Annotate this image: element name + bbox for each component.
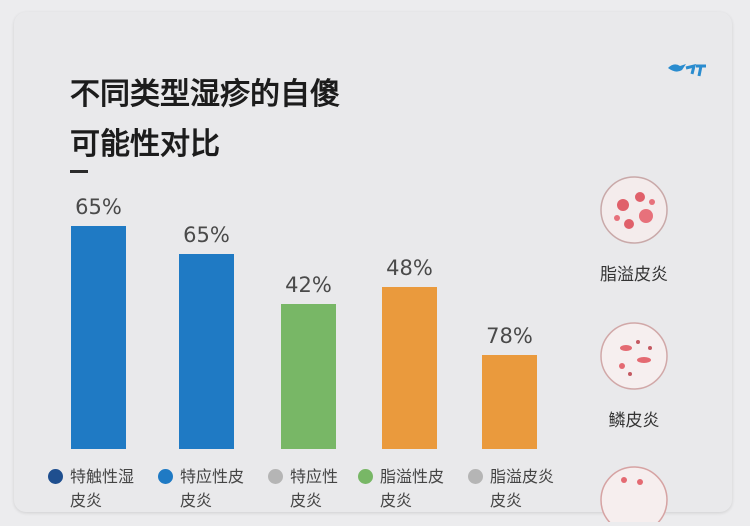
side-item-1: 脂溢皮炎	[574, 172, 694, 285]
brand-logo-icon	[668, 63, 706, 77]
bar-5	[482, 355, 537, 449]
side-label-1: 脂溢皮炎	[600, 265, 668, 285]
side-item-2: 鳞皮炎	[574, 318, 694, 431]
bar-value-label-3: 42%	[285, 273, 332, 297]
bar-value-label-1: 65%	[75, 195, 122, 219]
bar-value-label-5: 78%	[486, 324, 533, 348]
side-item-3	[574, 462, 694, 526]
legend-label: 特应性	[290, 467, 339, 486]
legend-label-2: 皮炎	[380, 491, 413, 510]
bar-chart: 65% 65% 42% 48% 78%	[71, 195, 537, 449]
chart-title: 不同类型湿疹的自傻 可能性对比	[70, 70, 470, 170]
bar-value-label-2: 65%	[183, 223, 230, 247]
legend-label: 脂溢皮炎	[490, 467, 555, 486]
legend-label-2: 皮炎	[290, 491, 323, 510]
bar-3	[281, 304, 336, 449]
title-line-2: 可能性对比	[70, 127, 220, 162]
bar-1	[71, 226, 126, 449]
legend-swatch	[358, 469, 373, 484]
legend-label: 特触性湿	[70, 467, 135, 486]
title-underline	[70, 170, 88, 173]
legend-swatch	[48, 469, 63, 484]
skin-lesion-icon	[600, 176, 668, 244]
legend-swatch	[268, 469, 283, 484]
skin-lesion-icon	[600, 466, 668, 526]
legend-label: 特应性皮	[180, 467, 245, 486]
legend-swatch	[158, 469, 173, 484]
legend-label-2: 皮炎	[180, 491, 213, 510]
legend-label: 脂溢性皮	[380, 467, 445, 486]
side-label-2: 鳞皮炎	[608, 411, 660, 431]
bar-value-label-4: 48%	[386, 256, 433, 280]
chart-card: 不同类型湿疹的自傻 可能性对比	[14, 12, 732, 512]
legend-swatch	[468, 469, 483, 484]
title-line-1: 不同类型湿疹的自傻	[70, 77, 340, 112]
legend-label-2: 皮炎	[490, 491, 523, 510]
legend-label-2: 皮炎	[70, 491, 103, 510]
skin-lesion-icon	[600, 322, 668, 390]
bar-4	[382, 287, 437, 449]
bar-2	[179, 254, 234, 449]
